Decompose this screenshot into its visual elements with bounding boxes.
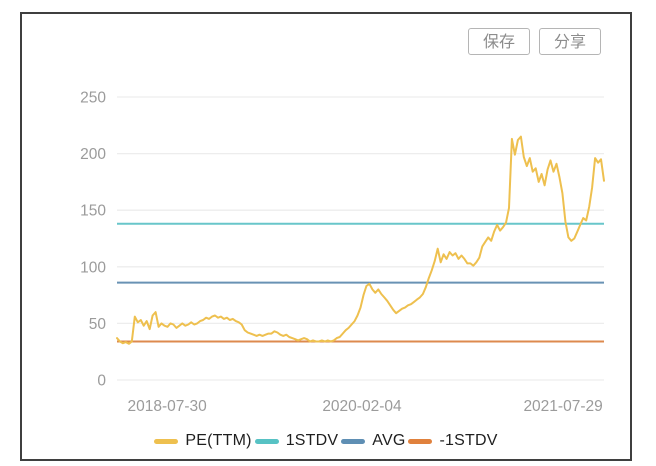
y-tick-label: 100 bbox=[80, 259, 106, 276]
legend-item-avg[interactable]: AVG bbox=[341, 432, 405, 450]
legend-label-avg: AVG bbox=[372, 432, 406, 449]
legend-label-pe-ttm: PE(TTM) bbox=[185, 432, 252, 449]
y-tick-label: 50 bbox=[89, 316, 107, 333]
y-tick-label: 250 bbox=[80, 90, 106, 107]
legend-swatch-pe-ttm bbox=[154, 438, 179, 444]
legend-swatch-avg bbox=[341, 438, 366, 444]
chart-card: 保存 分享 0 50 100 150 200 250 2018-07-30 2020-02-0… bbox=[20, 12, 632, 461]
x-tick-label: 2020-02-04 bbox=[322, 398, 402, 415]
x-tick-label: 2018-07-30 bbox=[128, 398, 208, 415]
y-tick-label: 0 bbox=[97, 373, 106, 390]
pe-chart-canvas: 0 50 100 150 200 250 2018-07-30 2020-02-04 2021-… bbox=[80, 90, 605, 415]
legend-swatch-neg-1stdv bbox=[408, 438, 433, 444]
save-button[interactable]: 保存 bbox=[468, 28, 530, 55]
chart-legend: PE(TTM) 1STDV AVG -1STDV bbox=[22, 432, 630, 450]
y-tick-label: 150 bbox=[80, 203, 106, 220]
toolbar: 保存 分享 bbox=[468, 28, 601, 55]
share-button[interactable]: 分享 bbox=[539, 28, 601, 55]
x-tick-label: 2021-07-29 bbox=[523, 398, 602, 415]
legend-item-pe-ttm[interactable]: PE(TTM) bbox=[154, 432, 251, 450]
y-tick-label: 200 bbox=[80, 146, 106, 163]
legend-item-neg-1stdv[interactable]: -1STDV bbox=[408, 432, 497, 450]
legend-label-1stdv: 1STDV bbox=[285, 432, 339, 449]
pe-ttm-line bbox=[116, 135, 605, 345]
legend-item-1stdv[interactable]: 1STDV bbox=[254, 432, 339, 450]
legend-swatch-1stdv bbox=[254, 438, 279, 444]
legend-label-neg-1stdv: -1STDV bbox=[439, 432, 498, 449]
